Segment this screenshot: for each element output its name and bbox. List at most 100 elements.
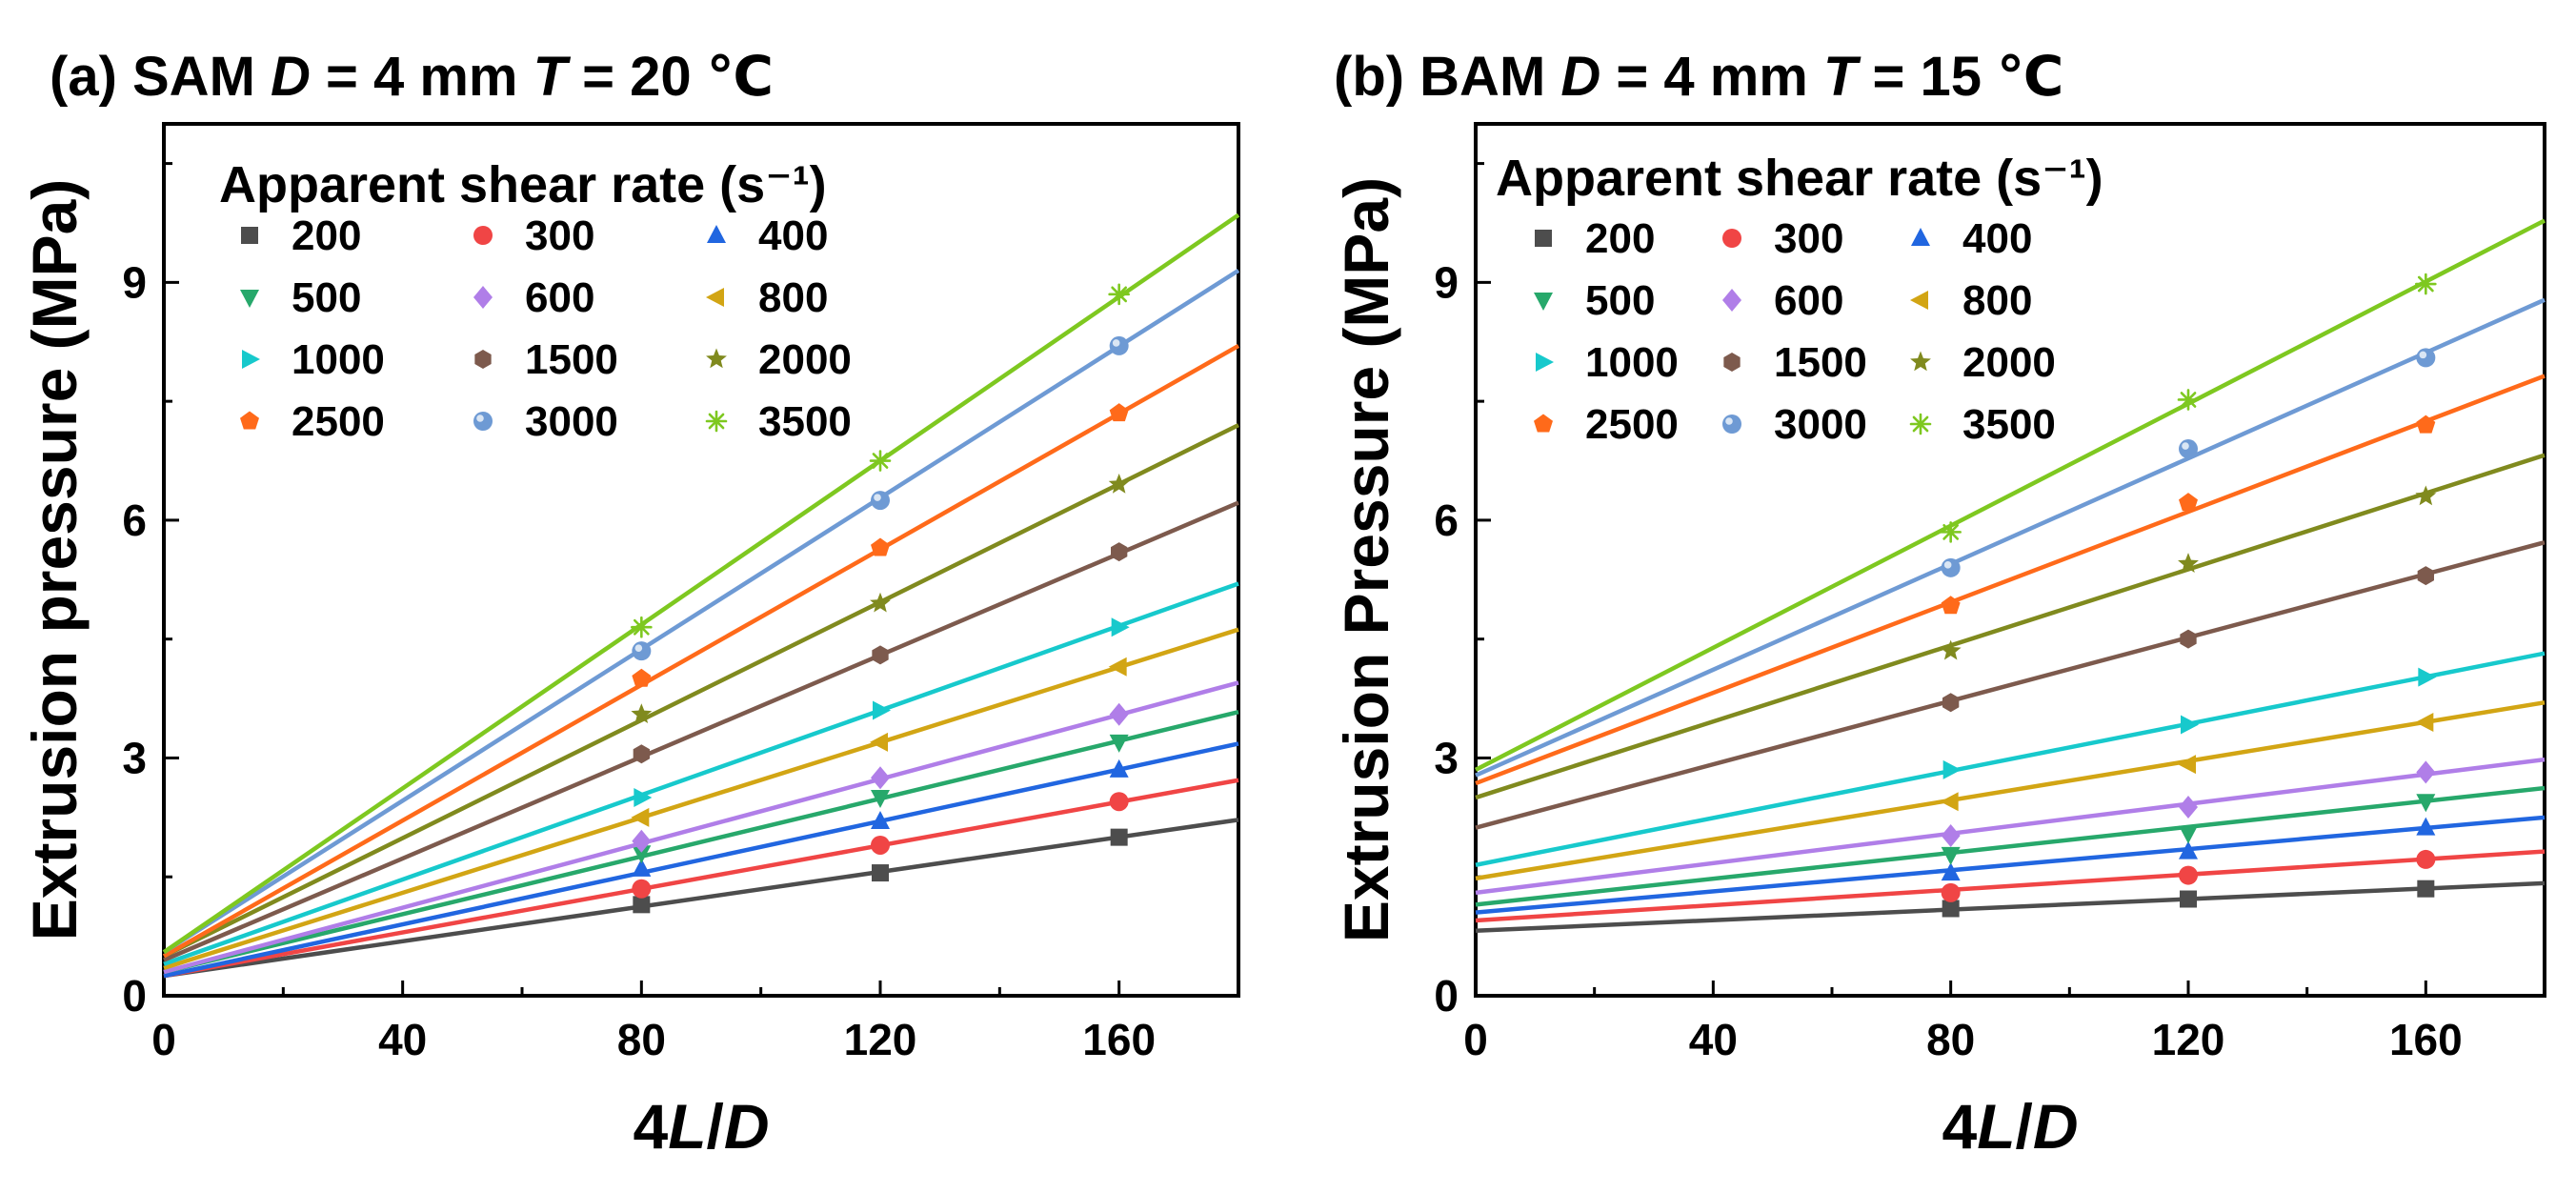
fit-line [163,710,1239,975]
x-axis-label: 4L/D [1942,1091,2078,1162]
data-point [634,788,653,808]
fit-line [1475,374,2546,786]
data-point [633,896,651,914]
x-axis-label: 4L/D [633,1091,769,1162]
data-point [1111,617,1130,637]
data-point [1942,759,1962,779]
fit-line [1475,540,2546,830]
legend-marker [1534,414,1553,433]
x-tick-label: 80 [1926,1015,1975,1064]
data-point [1941,823,1961,847]
legend-item: 3500 [705,398,852,445]
series-2000 [163,423,1239,959]
legend-label: 300 [1774,215,1843,262]
legend-item: 3000 [473,398,618,445]
legend-item: 200 [241,212,361,259]
legend-marker [1722,415,1741,434]
series-2500 [1475,374,2546,786]
data-point [2179,493,2198,512]
legend-marker [473,412,493,431]
data-point [1941,862,1961,881]
data-point [1108,657,1127,677]
legend-item: 2500 [240,398,385,445]
data-point [2417,566,2434,586]
x-tick-label: 160 [1082,1015,1156,1064]
data-point [1108,473,1130,494]
series-500 [163,710,1239,975]
data-point [631,703,653,724]
data-point [872,645,889,665]
series-400 [1475,815,2546,915]
panel-b: (b) BAM D = 4 mm T = 15 ℃ 0 40 80 120 160 0 3 6 9… [1331,46,2546,1162]
legend-item: 600 [473,274,594,321]
data-point [872,864,889,882]
panel-a: (a) SAM D = 4 mm T = 20 ℃ 0 40 80 120 160 0 3 6 9… [19,46,1240,1162]
data-point [1109,702,1129,726]
legend-item: 400 [1911,215,2032,262]
data-point [1109,734,1129,753]
y-tick-label: 9 [122,257,147,307]
data-point [1940,521,1962,543]
data-point [2415,273,2437,295]
data-point [870,592,891,613]
fit-line [1475,297,2546,778]
data-point [2180,629,2197,649]
data-point [1940,792,1959,812]
data-point [1110,828,1128,846]
data-point [632,879,652,899]
series-300 [1475,849,2546,923]
fit-line [1475,453,2546,800]
data-point [632,845,652,864]
data-point [632,668,652,687]
fit-line [163,500,1239,962]
legend-marker [1910,351,1931,372]
legend-label: 400 [1962,215,2032,262]
data-point [1109,335,1129,355]
series-2500 [162,343,1240,959]
legend-label: 300 [525,212,594,259]
fit-line [162,268,1240,955]
legend-marker [1910,291,1928,310]
data-point [2415,713,2434,733]
legend-item: 1000 [242,336,385,383]
legend-label: 200 [292,212,361,259]
series-600 [163,680,1239,975]
series-3500 [1474,218,2546,772]
legend-label: 500 [292,274,361,321]
plot-frame [162,122,1240,998]
legend-label: 2000 [758,336,852,383]
legend-marker [706,348,727,369]
data-point [2177,389,2200,411]
legend-marker [473,286,493,309]
fit-line [163,423,1239,959]
legend-marker [1722,289,1741,312]
series-1000 [1475,651,2546,867]
data-point [2416,415,2436,434]
legend-label: 500 [1585,277,1655,324]
data-point [2416,849,2436,869]
data-point [2415,485,2437,506]
legend-marker [473,226,493,245]
legend-marker [474,350,492,369]
data-point [2179,825,2198,844]
series-800 [163,627,1239,971]
legend-label: 2500 [292,398,385,445]
legend-item: 300 [473,212,594,259]
legend-marker [240,411,259,430]
fit-line [1475,849,2546,923]
legend-item: 800 [1910,277,2032,324]
legend-item: 2500 [1534,401,1679,448]
plot-frame [1474,122,2546,998]
y-tick-label: 9 [1434,257,1459,307]
y-axis-label: Extrusion Pressure (MPa) [1331,177,1401,942]
legend-label: 3000 [1774,401,1867,448]
series-500 [1475,785,2546,907]
fit-line [1475,785,2546,907]
x-tick-label: 160 [2389,1015,2463,1064]
series-200 [1475,880,2546,934]
data-point [871,491,890,511]
data-point [632,829,652,853]
